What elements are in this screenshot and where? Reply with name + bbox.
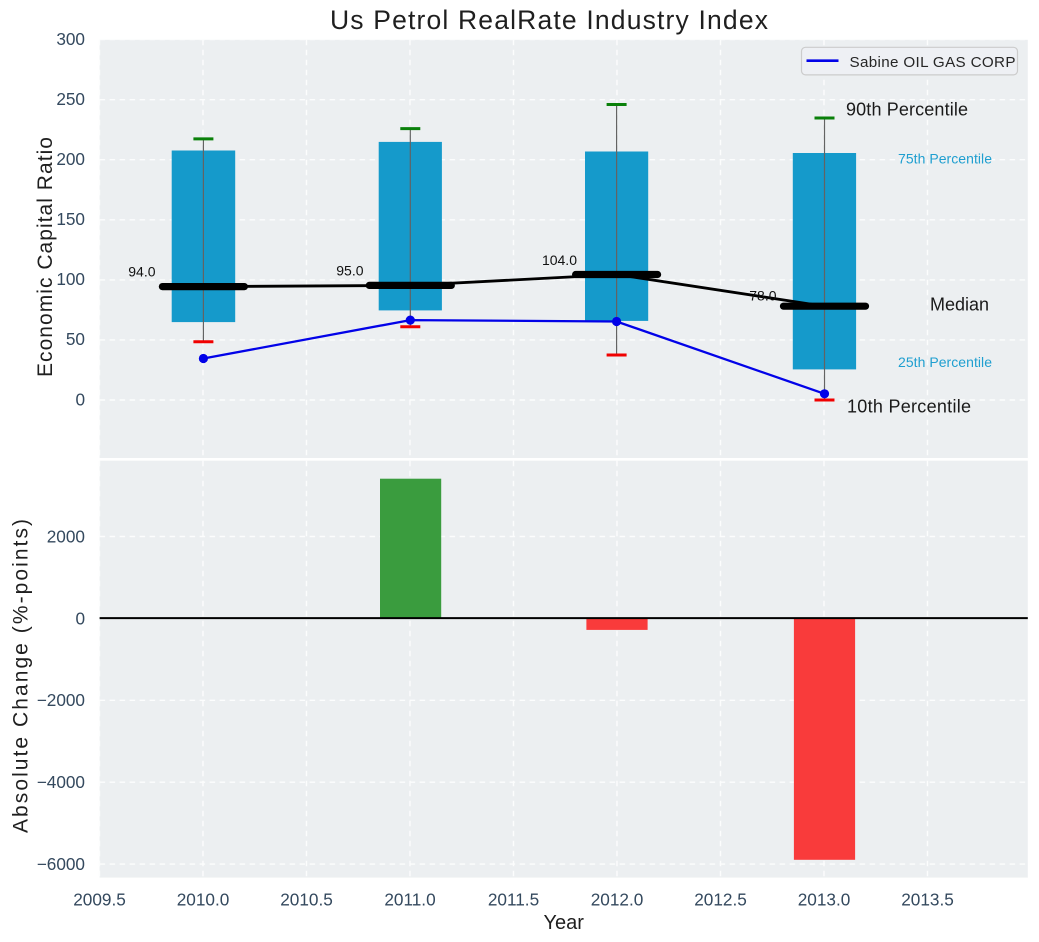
svg-text:2009.5: 2009.5 [73, 889, 126, 909]
svg-text:Economic Capital Ratio: Economic Capital Ratio [34, 137, 57, 377]
svg-text:104.0: 104.0 [542, 252, 577, 268]
svg-text:95.0: 95.0 [336, 263, 363, 279]
svg-text:94.0: 94.0 [128, 264, 155, 280]
svg-text:Absolute Change (%-points): Absolute Change (%-points) [10, 519, 33, 833]
svg-text:100: 100 [56, 269, 85, 289]
svg-text:2000: 2000 [47, 526, 85, 546]
svg-text:50: 50 [66, 329, 85, 349]
svg-text:250: 250 [56, 89, 85, 109]
svg-text:90th Percentile: 90th Percentile [846, 99, 968, 119]
svg-text:25th Percentile: 25th Percentile [898, 354, 992, 370]
svg-text:−2000: −2000 [37, 690, 85, 710]
svg-text:2013.5: 2013.5 [901, 889, 954, 909]
svg-text:0: 0 [75, 608, 85, 628]
svg-text:2013.0: 2013.0 [798, 889, 851, 909]
svg-text:2010.0: 2010.0 [177, 889, 230, 909]
svg-text:75th Percentile: 75th Percentile [898, 150, 992, 166]
svg-text:−6000: −6000 [37, 854, 85, 874]
svg-text:2011.5: 2011.5 [488, 889, 539, 909]
svg-text:150: 150 [56, 209, 85, 229]
svg-text:300: 300 [56, 29, 85, 49]
svg-text:Us Petrol RealRate Industry In: Us Petrol RealRate Industry Index [330, 5, 768, 35]
svg-text:2012.5: 2012.5 [694, 889, 747, 909]
svg-text:Year: Year [543, 912, 584, 934]
svg-text:78.0: 78.0 [749, 288, 776, 304]
svg-text:Median: Median [930, 294, 989, 314]
svg-text:2012.0: 2012.0 [591, 889, 644, 909]
svg-text:2011.0: 2011.0 [384, 889, 435, 909]
svg-text:2010.5: 2010.5 [280, 889, 333, 909]
svg-text:Sabine OIL GAS CORP: Sabine OIL GAS CORP [850, 54, 1016, 71]
svg-text:−4000: −4000 [37, 772, 85, 792]
svg-text:10th Percentile: 10th Percentile [847, 397, 971, 417]
svg-text:200: 200 [56, 149, 85, 169]
svg-text:0: 0 [75, 389, 85, 409]
